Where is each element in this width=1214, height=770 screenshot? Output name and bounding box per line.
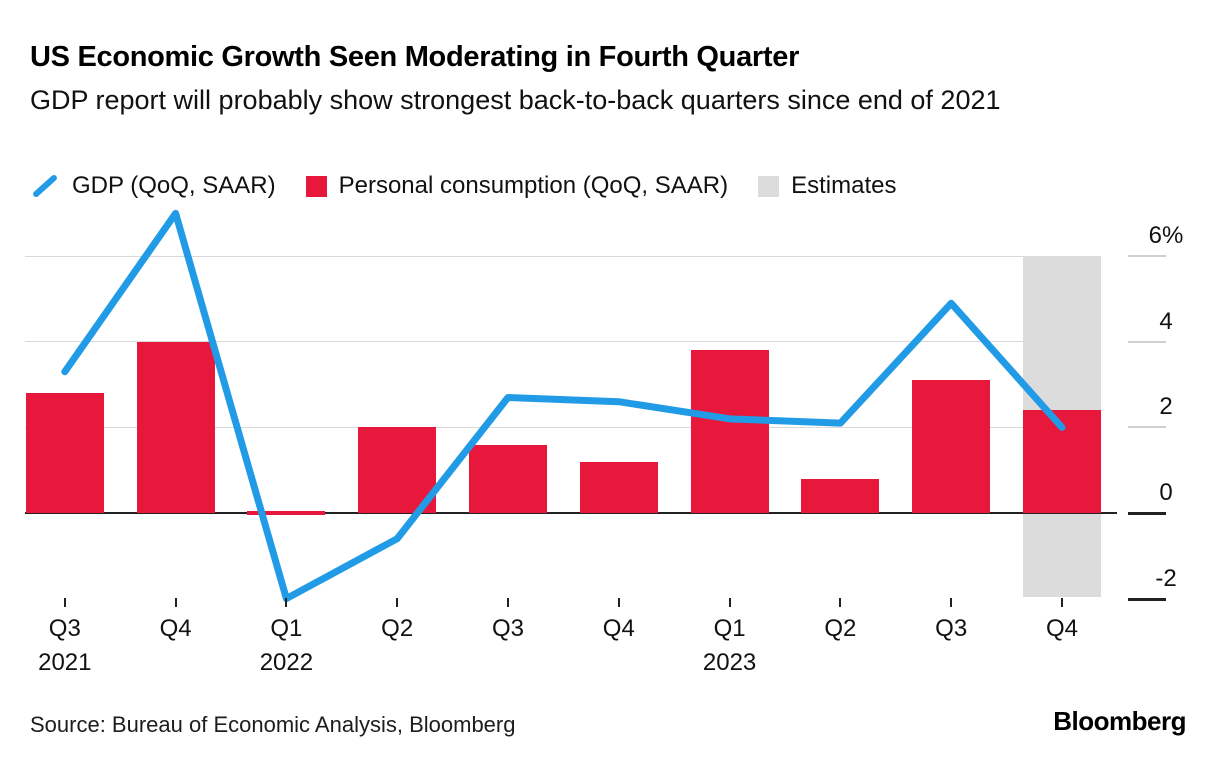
legend-label: GDP (QoQ, SAAR)	[72, 172, 276, 199]
y-tick	[1128, 512, 1166, 515]
bar-q2-2022	[358, 427, 437, 513]
x-year-label: 2023	[702, 649, 757, 676]
bar-q1-2023	[690, 350, 769, 513]
source-note: Source: Bureau of Economic Analysis, Blo…	[30, 712, 516, 737]
x-tick	[174, 598, 177, 607]
y-tick	[1128, 340, 1166, 343]
gridline	[25, 341, 1100, 343]
x-tick	[950, 598, 953, 607]
chart-subtitle: GDP report will probably show strongest …	[30, 85, 1001, 115]
x-tick	[728, 598, 731, 607]
square-swatch-icon	[758, 175, 780, 197]
plot-area	[25, 209, 1117, 603]
x-year-label: 2021	[38, 649, 92, 676]
legend-item-personal-consumption: Personal consumption (QoQ, SAAR)	[305, 172, 729, 200]
bar-q2-2023	[801, 478, 880, 513]
gdp-line	[61, 209, 1066, 603]
chart-title: US Economic Growth Seen Moderating in Fo…	[30, 41, 800, 73]
line-swatch-icon	[31, 173, 59, 199]
bar-q3-2023	[912, 380, 991, 513]
x-tick	[617, 598, 620, 607]
legend-label: Estimates	[791, 172, 897, 199]
bar-q3-2021	[25, 393, 104, 513]
x-tick-label: Q2	[381, 615, 414, 642]
y-tick	[1128, 597, 1166, 601]
x-tick-label: Q3	[491, 615, 524, 642]
y-tick	[1128, 426, 1166, 429]
y-tick-label: 6%	[1148, 222, 1184, 250]
x-tick-label: Q4	[1045, 615, 1078, 642]
zero-baseline	[25, 512, 1117, 514]
bar-q1-2022	[247, 511, 326, 515]
x-tick	[396, 598, 399, 607]
y-tick-label: 4	[1159, 307, 1173, 335]
x-tick-label: Q2	[824, 615, 857, 642]
legend-item-estimates: Estimates	[758, 172, 896, 200]
x-axis: Q3 Q4 Q1 Q2 Q3 Q4 Q1 Q2 Q3 Q4 2021 2022 2023	[25, 598, 1100, 708]
y-axis: 6% 4 2 0 -2	[1128, 0, 1214, 770]
x-tick	[285, 598, 288, 607]
square-swatch-icon	[305, 175, 327, 197]
y-tick-label: 2	[1159, 393, 1173, 421]
x-tick-label: Q4	[602, 615, 635, 642]
x-year-label: 2022	[259, 649, 314, 676]
legend: GDP (QoQ, SAAR) Personal consumption (Qo…	[30, 172, 896, 200]
y-tick-label: -2	[1155, 564, 1177, 592]
bloomberg-logo: Bloomberg	[1053, 706, 1186, 736]
x-tick-label: Q1	[270, 615, 303, 642]
x-tick-label: Q1	[713, 615, 746, 642]
gridline	[25, 255, 1100, 257]
x-tick-label: Q3	[935, 615, 968, 642]
y-tick-label: 0	[1159, 479, 1173, 506]
x-tick-label: Q4	[159, 615, 192, 642]
bar-q4-2022	[579, 461, 658, 513]
legend-item-gdp: GDP (QoQ, SAAR)	[30, 172, 276, 200]
gridline	[25, 426, 1100, 428]
x-tick	[63, 598, 66, 607]
gdp-line-path	[61, 209, 1066, 603]
x-tick	[839, 598, 842, 607]
y-tick	[1128, 255, 1166, 258]
x-tick	[507, 598, 509, 607]
x-tick-label: Q3	[48, 615, 81, 642]
bar-q3-2022	[469, 444, 547, 513]
legend-label: Personal consumption (QoQ, SAAR)	[338, 172, 729, 199]
bar-q4-2021	[136, 341, 215, 513]
x-tick	[1061, 598, 1063, 607]
